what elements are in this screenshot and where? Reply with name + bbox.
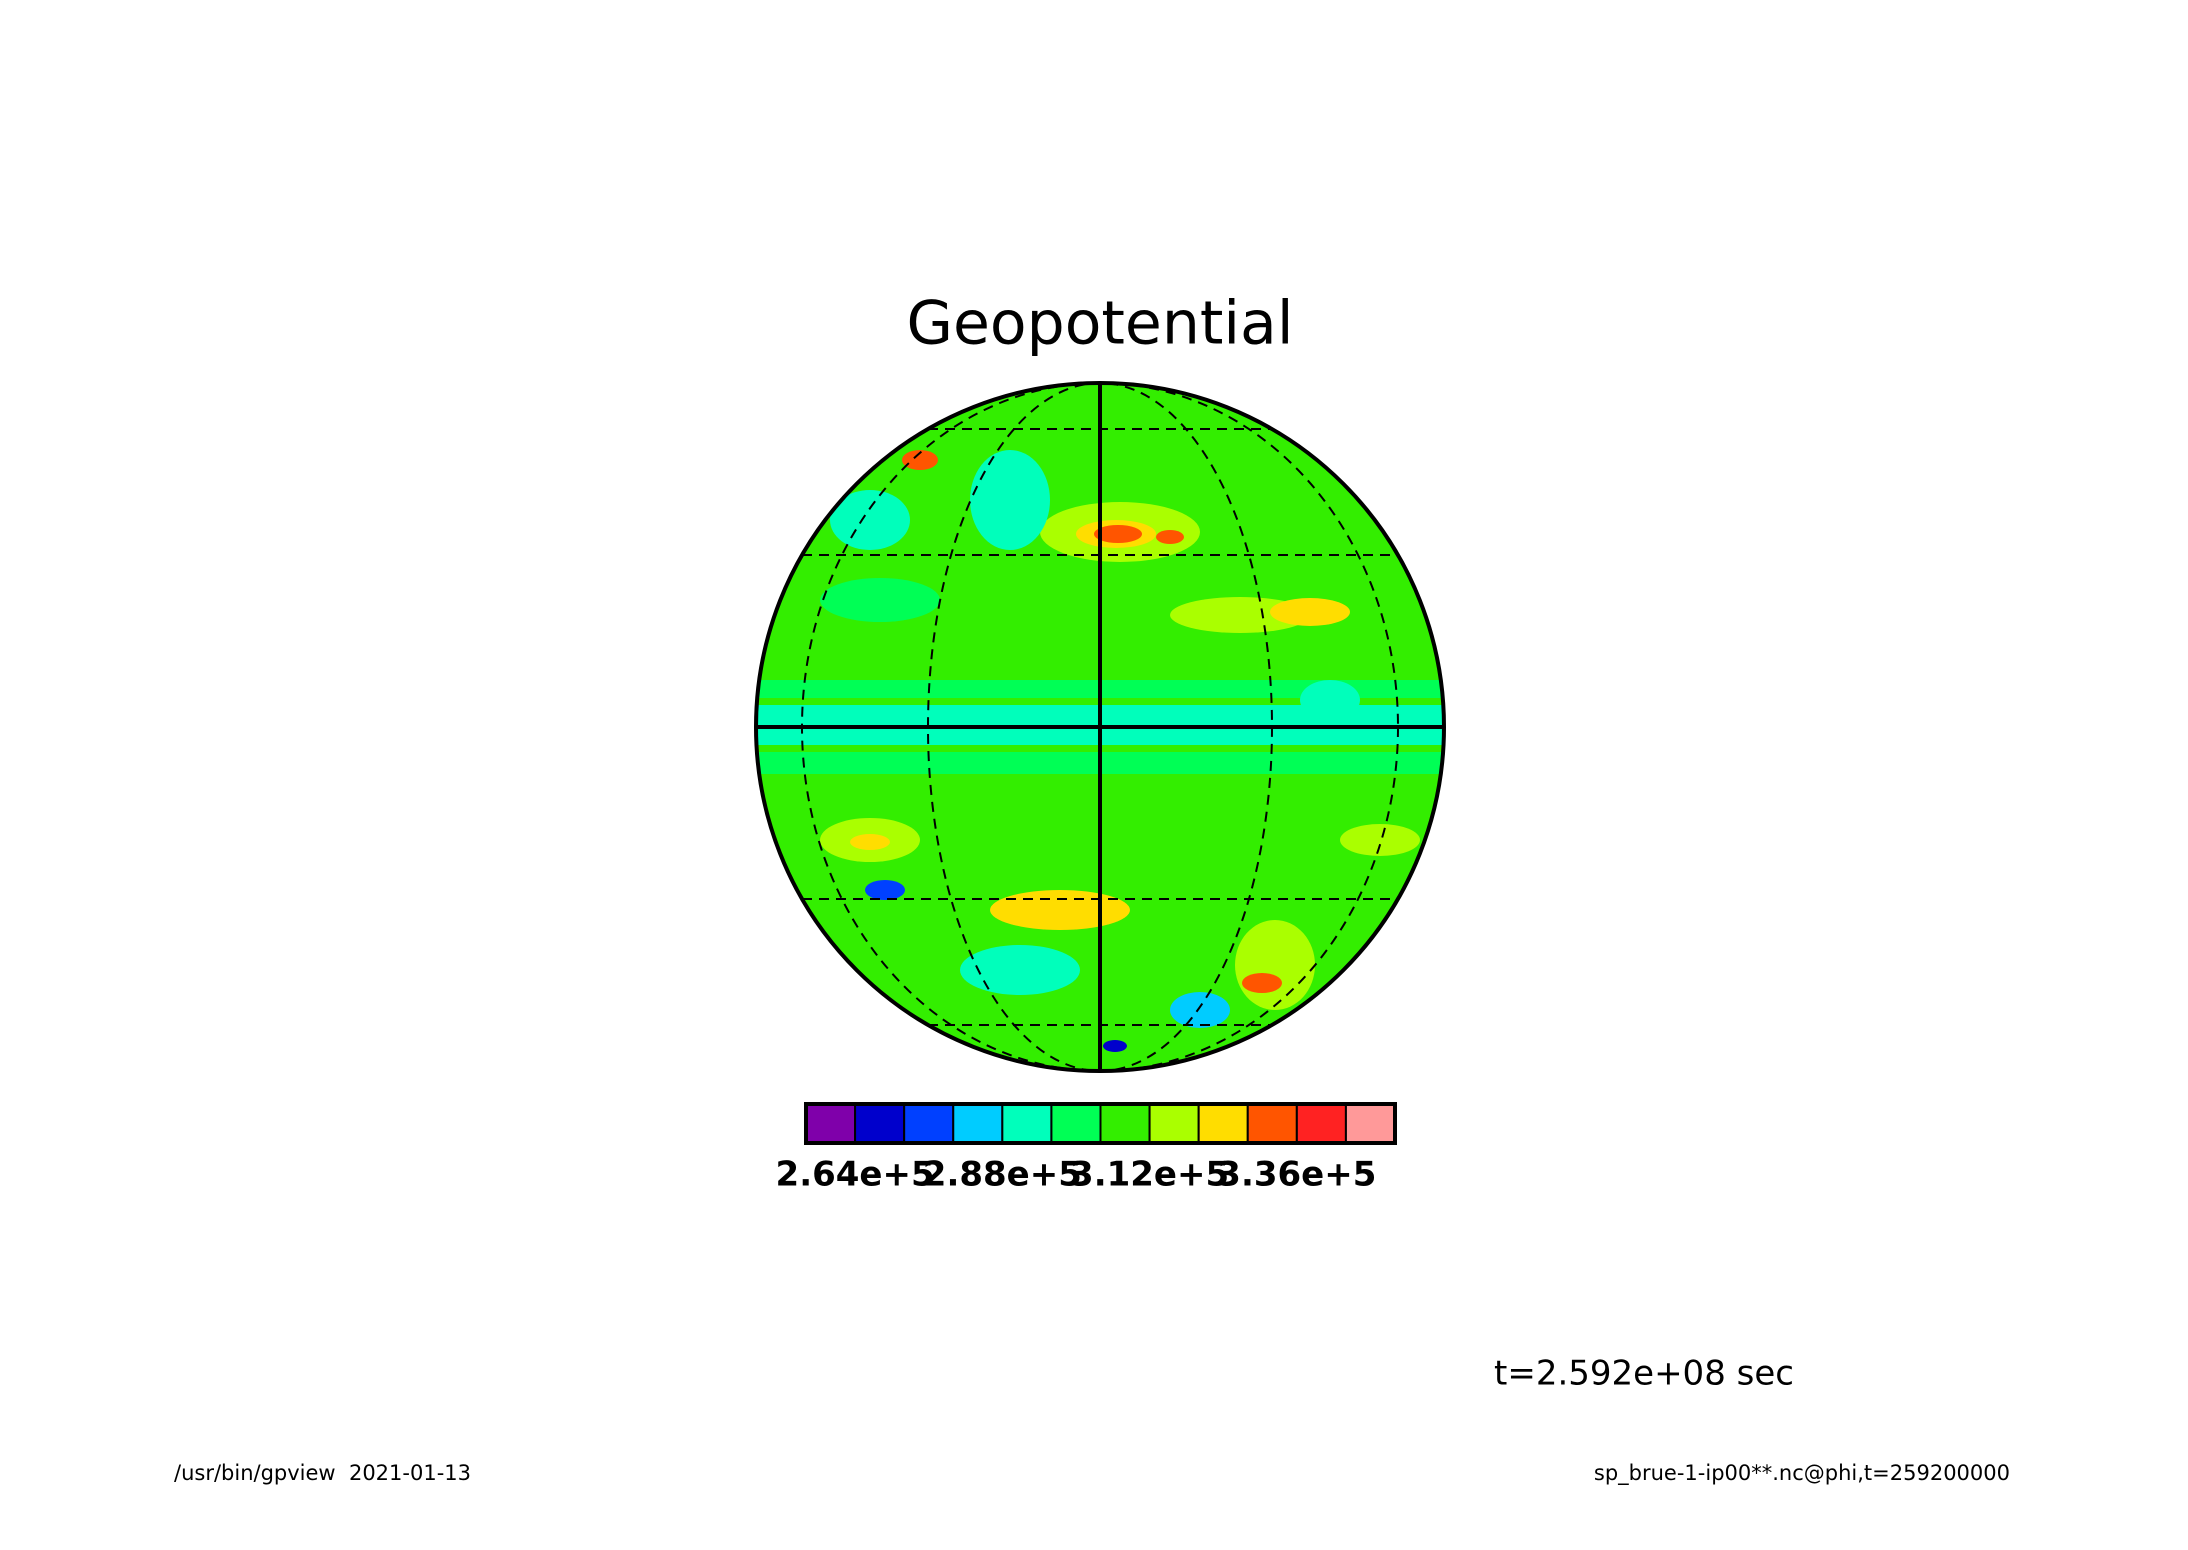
colorbar-box xyxy=(1050,1103,1102,1144)
colorbar-tick-label: 3.12e+5 xyxy=(1070,1155,1229,1195)
colorbar-box xyxy=(805,1103,857,1144)
colorbar-box xyxy=(1197,1103,1249,1144)
colorbar-tick-label: 2.88e+5 xyxy=(923,1155,1082,1195)
colorbar-tick-label: 2.64e+5 xyxy=(776,1155,935,1195)
colorbar-box xyxy=(1148,1103,1200,1144)
colorbar-box xyxy=(1344,1103,1396,1144)
colorbar-box xyxy=(952,1103,1004,1144)
colorbar-box xyxy=(903,1103,955,1144)
chart-title: Geopotential xyxy=(906,289,1293,359)
footer-right: sp_brue-1-ip00**.nc@phi,t=259200000 xyxy=(1594,1461,2010,1486)
colorbar-box xyxy=(1295,1103,1347,1144)
colorbar-box xyxy=(1001,1103,1053,1144)
colorbar-box xyxy=(1246,1103,1298,1144)
colorbar-frame xyxy=(804,1102,1397,1145)
footer-left: /usr/bin/gpview 2021-01-13 xyxy=(174,1461,471,1485)
colorbar-box xyxy=(1099,1103,1151,1144)
colorbar-box xyxy=(854,1103,906,1144)
globe-outline xyxy=(754,381,1446,1073)
colorbar: 2.64e+52.88e+53.12e+53.36e+5 xyxy=(776,1102,1397,1195)
globe-axes xyxy=(756,383,1444,1071)
time-label: t=2.592e+08 sec xyxy=(1494,1354,1794,1394)
colorbar-tick-label: 3.36e+5 xyxy=(1217,1155,1376,1195)
